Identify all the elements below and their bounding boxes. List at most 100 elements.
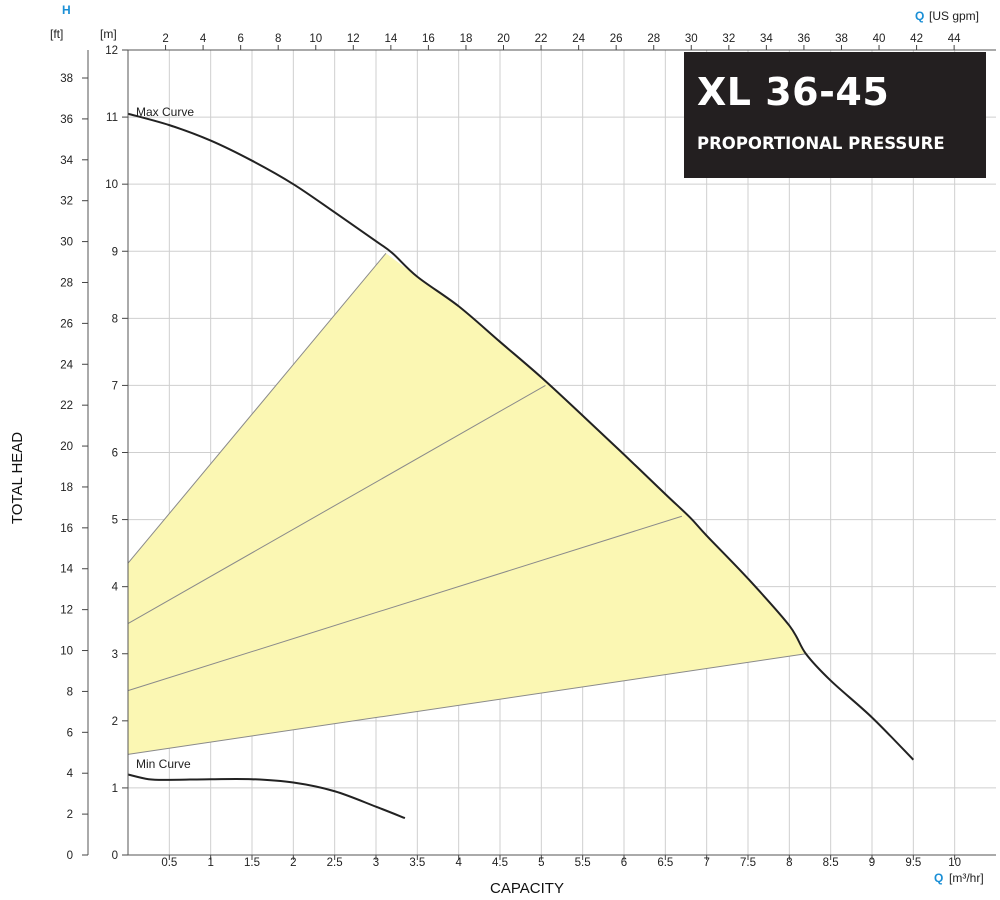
chart-subtitle: PROPORTIONAL PRESSURE (697, 134, 945, 153)
proportional-pressure-region (128, 253, 806, 755)
x-tick-label: 0.5 (161, 857, 177, 869)
x-top-tick-label: 26 (610, 33, 623, 45)
y-tick-label-ft: 4 (67, 768, 74, 780)
x-top-tick-label: 24 (572, 33, 585, 45)
x-tick-label: 1.5 (244, 857, 260, 869)
x-tick-label: 1 (207, 857, 213, 869)
control-line-2 (127, 384, 546, 624)
y-tick-label-m: 3 (112, 649, 118, 661)
y-tick-label-ft: 30 (60, 237, 73, 249)
x-top-tick-label: 4 (200, 33, 207, 45)
x-tick-label: 6 (621, 857, 627, 869)
x-tick-label: 8 (786, 857, 792, 869)
y-tick-label-ft: 12 (60, 605, 73, 617)
y-tick-label-ft: 32 (60, 196, 73, 208)
x-top-tick-label: 32 (722, 33, 735, 45)
y-tick-label-ft: 18 (60, 482, 73, 494)
control-line-1 (127, 252, 387, 564)
y-tick-label-ft: 24 (60, 359, 73, 371)
y-tick-label-ft: 38 (60, 73, 73, 85)
y-tick-label-m: 5 (112, 515, 118, 527)
y-tick-label-ft: 6 (67, 727, 73, 739)
y-symbol: H (62, 3, 71, 17)
y-tick-label-ft: 0 (67, 850, 73, 862)
x-bottom-q: Q (934, 871, 943, 885)
y-tick-label-m: 12 (105, 45, 118, 57)
x-tick-label: 5 (538, 857, 544, 869)
y-unit-ft: [ft] (50, 27, 63, 41)
chart-title: XL 36-45 (697, 70, 890, 114)
control-line-4 (127, 653, 806, 755)
y-tick-label-m: 1 (112, 783, 118, 795)
y-unit-m: [m] (100, 27, 117, 41)
x-tick-label: 3.5 (409, 857, 425, 869)
x-top-q: Q (915, 9, 924, 23)
y-tick-label-ft: 28 (60, 277, 73, 289)
min-curve-label: Min Curve (136, 757, 191, 771)
x-bottom-unit: [m³/hr] (949, 871, 984, 885)
y-axis-title: TOTAL HEAD (9, 432, 26, 524)
min-curve-line (127, 773, 406, 820)
x-tick-label: 3 (373, 857, 379, 869)
x-tick-label: 9 (869, 857, 875, 869)
control-lines (127, 252, 806, 755)
x-top-tick-label: 6 (237, 33, 243, 45)
x-top-tick-label: 18 (460, 33, 473, 45)
y-tick-label-ft: 14 (60, 564, 73, 576)
y-tick-label-ft: 10 (60, 646, 73, 658)
max-curve-label: Max Curve (136, 105, 194, 119)
x-top-tick-label: 8 (275, 33, 281, 45)
x-top-tick-label: 28 (647, 33, 660, 45)
x-tick-label: 7 (703, 857, 709, 869)
y-tick-label-m: 0 (112, 850, 118, 862)
y-tick-label-ft: 20 (60, 441, 73, 453)
y-tick-label-ft: 8 (67, 686, 73, 698)
x-top-tick-label: 40 (873, 33, 886, 45)
x-tick-label: 4 (455, 857, 462, 869)
x-tick-label: 6.5 (657, 857, 673, 869)
x-tick-label: 4.5 (492, 857, 508, 869)
max-curve-line (127, 112, 915, 761)
x-top-tick-label: 12 (347, 33, 360, 45)
y-tick-label-ft: 26 (60, 318, 73, 330)
x-tick-label: 5.5 (575, 857, 591, 869)
curves (127, 112, 915, 820)
title-box: XL 36-45 PROPORTIONAL PRESSURE (684, 52, 986, 178)
y-tick-label-m: 10 (105, 179, 118, 191)
x-top-unit: [US gpm] (929, 9, 979, 23)
y-tick-label-ft: 34 (60, 155, 73, 167)
x-top-tick-label: 20 (497, 33, 510, 45)
y-tick-label-ft: 36 (60, 114, 73, 126)
x-top-tick-label: 10 (309, 33, 322, 45)
x-tick-label: 2 (290, 857, 296, 869)
x-tick-label: 8.5 (823, 857, 839, 869)
y-tick-label-ft: 2 (67, 809, 73, 821)
x-top-tick-label: 36 (798, 33, 811, 45)
x-top-tick-label: 42 (910, 33, 923, 45)
y-tick-label-m: 6 (112, 448, 118, 460)
x-top-tick-label: 38 (835, 33, 848, 45)
x-top-tick-label: 34 (760, 33, 773, 45)
y-tick-label-m: 2 (112, 716, 118, 728)
y-tick-label-m: 9 (112, 246, 118, 258)
x-tick-label: 2.5 (327, 857, 343, 869)
x-axis-title: CAPACITY (490, 880, 564, 897)
y-tick-label-ft: 16 (60, 523, 73, 535)
y-tick-label-ft: 22 (60, 400, 73, 412)
x-tick-label: 9.5 (905, 857, 921, 869)
x-top-tick-label: 16 (422, 33, 435, 45)
x-tick-label: 7.5 (740, 857, 756, 869)
y-tick-label-m: 7 (112, 380, 118, 392)
x-tick-label: 10 (948, 857, 961, 869)
x-top-tick-label: 22 (535, 33, 548, 45)
y-tick-label-m: 4 (112, 582, 119, 594)
y-tick-label-m: 11 (106, 112, 118, 124)
x-top-tick-label: 44 (948, 33, 961, 45)
x-top-tick-label: 14 (384, 33, 397, 45)
control-line-3 (127, 515, 683, 692)
x-top-tick-label: 30 (685, 33, 698, 45)
y-tick-label-m: 8 (112, 313, 118, 325)
x-top-tick-label: 2 (162, 33, 168, 45)
